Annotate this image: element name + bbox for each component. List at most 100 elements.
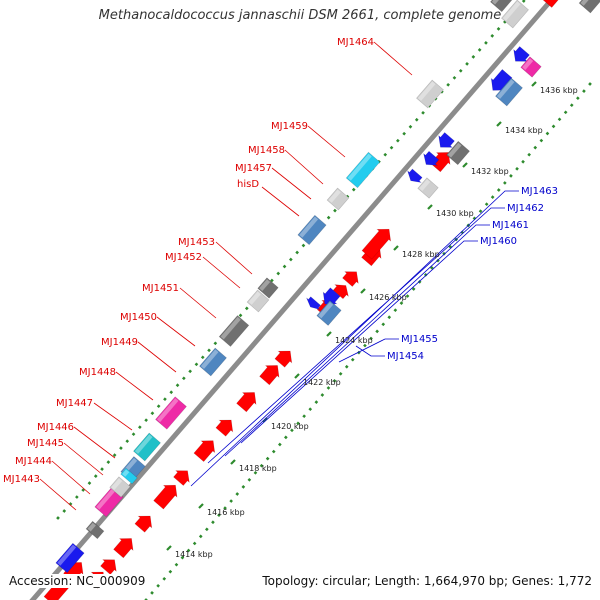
kbp-tick-mark	[393, 245, 399, 251]
kbp-tick-mark	[496, 121, 502, 127]
forward-track-dot	[458, 69, 463, 73]
reverse-track-dot	[405, 294, 410, 298]
reverse-track-dot	[588, 82, 592, 86]
reverse-track-dot	[332, 379, 337, 383]
forward-track-dot	[213, 341, 218, 346]
forward-label-leader	[156, 316, 196, 347]
reverse-track-dot	[557, 117, 562, 122]
forward-track-dot	[194, 362, 199, 367]
reverse-track-dot	[423, 273, 428, 277]
kbp-tick-label: 1414 kbp	[175, 550, 213, 559]
forward-label-leader	[215, 241, 253, 275]
forward-cds-arrow	[193, 440, 216, 462]
forward-track-dot	[270, 278, 274, 283]
forward-cds-arrow	[134, 515, 153, 533]
forward-label-leader	[261, 186, 300, 217]
forward-track-dot	[289, 257, 293, 262]
forward-track-dot	[477, 48, 482, 52]
reverse-track-dot	[369, 336, 373, 341]
kbp-tick-mark	[230, 459, 236, 465]
reverse-label-leader	[207, 207, 505, 464]
reverse-gene-label: MJ1460	[480, 236, 517, 247]
kbp-tick-mark	[166, 545, 172, 551]
kbp-tick-mark	[326, 331, 332, 337]
kbp-tick-label: 1418 kbp	[239, 464, 277, 473]
forward-gene-label: MJ1447	[56, 398, 93, 409]
reverse-label-leader	[190, 190, 519, 487]
forward-label-leader	[307, 125, 346, 158]
forward-label-leader	[137, 341, 177, 373]
reverse-track-dot	[278, 442, 282, 447]
forward-track-dot	[175, 383, 180, 388]
reverse-track-dot	[253, 470, 258, 475]
reverse-label-leader	[224, 224, 490, 457]
reverse-track-dot	[229, 499, 233, 503]
forward-label-leader	[179, 287, 217, 319]
forward-track-dot	[182, 376, 186, 381]
reverse-track-dot	[539, 138, 544, 143]
forward-track-dot	[421, 110, 425, 115]
reverse-track-dot	[387, 315, 392, 320]
reverse-track-dot	[490, 195, 495, 199]
forward-track-dot	[383, 152, 388, 157]
reverse-track-dot	[235, 492, 240, 496]
forward-feature-box	[55, 542, 85, 574]
reverse-label-leader	[240, 240, 478, 444]
forward-track-dot	[144, 418, 148, 423]
kbp-tick-label: 1420 kbp	[271, 422, 309, 431]
reverse-track-dot	[326, 386, 331, 390]
forward-track-dot	[396, 138, 400, 143]
reverse-track-dot	[168, 569, 173, 574]
reverse-feature-box	[316, 300, 342, 326]
reverse-track-dot	[284, 435, 288, 440]
reverse-track-dot	[496, 188, 501, 192]
reverse-gene-label: MJ1461	[492, 220, 529, 231]
forward-track-dot	[169, 390, 174, 395]
reverse-track-dot	[338, 371, 343, 376]
kbp-tick-label: 1432 kbp	[471, 167, 509, 176]
forward-feature-box	[155, 396, 187, 430]
forward-track-dot	[200, 355, 205, 360]
reverse-track-dot	[411, 287, 416, 291]
reverse-track-dot	[205, 527, 209, 532]
kbp-tick-label: 1434 kbp	[505, 126, 543, 135]
kbp-tick-mark	[462, 162, 468, 168]
reverse-track-dot	[381, 322, 386, 327]
reverse-track-dot	[271, 449, 276, 454]
reverse-feature-box	[446, 140, 470, 166]
reverse-feature-box	[539, 0, 561, 8]
label-leaders	[39, 41, 537, 551]
forward-gene-label: MJ1448	[79, 367, 116, 378]
forward-track-dot	[484, 41, 488, 45]
forward-track-dot	[100, 467, 104, 471]
reverse-track-dot	[478, 209, 483, 214]
forward-track-dot	[276, 271, 281, 276]
reverse-gene-label: MJ1463	[521, 186, 558, 197]
reverse-track-dot	[576, 96, 580, 100]
feature-layer	[43, 0, 600, 600]
forward-gene-label: MJ1446	[37, 422, 74, 433]
forward-track-dot	[496, 27, 501, 31]
forward-track-dot	[465, 62, 469, 66]
reverse-track-dot	[551, 124, 556, 129]
forward-gene-label: MJ1445	[27, 438, 64, 449]
forward-label-leader	[63, 442, 104, 476]
reverse-track-dot	[308, 407, 313, 411]
reverse-track-dot	[211, 520, 215, 525]
forward-feature-box	[120, 467, 138, 485]
forward-feature-box	[416, 79, 444, 109]
kbp-tick-label: 1426 kbp	[369, 293, 407, 302]
reverse-track-dot	[563, 110, 568, 115]
genome-summary-text: Topology: circular; Length: 1,664,970 bp…	[260, 574, 594, 588]
kbp-tick-label: 1436 kbp	[540, 86, 578, 95]
forward-gene-label: MJ1451	[142, 283, 179, 294]
reverse-track-dot	[448, 244, 452, 249]
reverse-track-dot	[223, 506, 227, 510]
kbp-tick-mark	[262, 417, 268, 423]
forward-gene-label: MJ1459	[271, 121, 308, 132]
forward-gene-label: hisD	[237, 179, 259, 190]
forward-track-dot	[81, 488, 85, 492]
forward-track-dot	[389, 145, 394, 150]
forward-cds-arrow	[342, 271, 359, 287]
